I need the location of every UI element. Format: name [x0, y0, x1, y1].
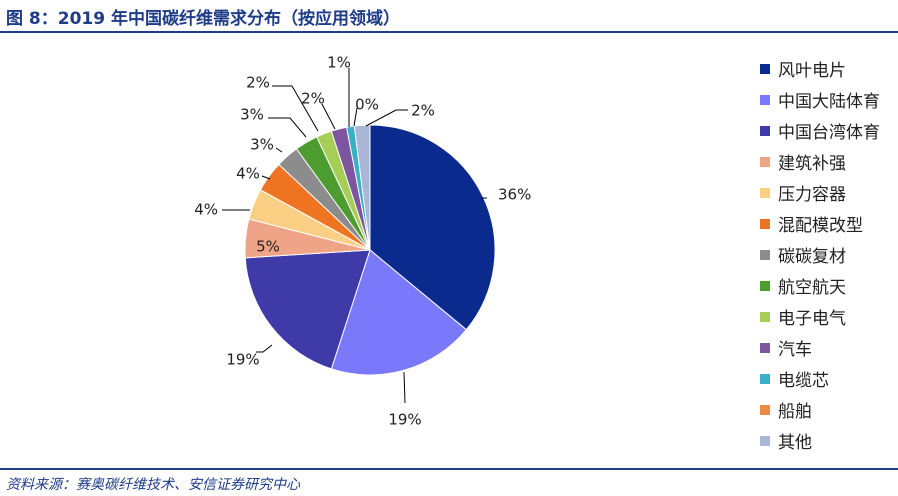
legend-swatch [760, 435, 770, 446]
legend-swatch [760, 404, 770, 415]
legend-label: 混配模改型 [778, 216, 863, 236]
data-label: 19% [226, 351, 259, 369]
legend-item: 碳碳复材 [760, 239, 880, 270]
legend-swatch [760, 94, 770, 105]
pie-slice [244, 249, 371, 370]
legend-swatch [760, 218, 770, 229]
legend-item: 混配模改型 [760, 208, 880, 239]
legend-label: 建筑补强 [778, 154, 846, 174]
leader-line [256, 344, 273, 353]
data-label: 2% [301, 90, 325, 108]
legend-item: 航空航天 [760, 270, 880, 301]
data-label: 36% [498, 186, 531, 204]
leader-line [321, 103, 336, 130]
legend-item: 中国大陆体育 [760, 84, 880, 115]
legend-label: 船舶 [778, 402, 812, 422]
legend-label: 中国大陆体育 [778, 92, 880, 112]
legend-label: 汽车 [778, 340, 812, 360]
legend-swatch [760, 311, 770, 322]
legend-label: 风叶电片 [778, 61, 846, 81]
data-label: 4% [194, 201, 218, 219]
leader-line [353, 107, 358, 127]
legend-item: 汽车 [760, 332, 880, 363]
legend-swatch [760, 342, 770, 353]
leader-line [261, 175, 271, 180]
legend-label: 压力容器 [778, 185, 846, 205]
legend-swatch [760, 280, 770, 291]
data-label: 2% [246, 74, 270, 92]
leader-line [272, 85, 319, 132]
legend-label: 碳碳复材 [778, 247, 846, 267]
leader-line [268, 117, 307, 138]
pie-slices [244, 124, 496, 376]
leader-line [365, 109, 408, 127]
title-divider [0, 31, 898, 33]
legend-swatch [760, 187, 770, 198]
data-label: 2% [411, 102, 435, 120]
legend-swatch [760, 156, 770, 167]
figure-title: 图 8：2019 年中国碳纤维需求分布（按应用领域） [6, 9, 400, 29]
legend-item: 中国台湾体育 [760, 115, 880, 146]
legend-item: 电子电气 [760, 301, 880, 332]
legend-label: 电缆芯 [778, 371, 829, 391]
legend-item: 其他 [760, 425, 880, 456]
data-labels: 36%19%19%5%4%4%3%3%2%2%1%0% 2% [194, 54, 531, 429]
leader-lines [222, 68, 487, 404]
chart-legend: 风叶电片中国大陆体育 中国台湾体育 建筑补强压力容器混配模改型碳碳复材航空航天电子电… [760, 53, 880, 456]
leader-line [403, 371, 406, 404]
pie-slice [369, 124, 496, 331]
data-label: 3% [240, 106, 264, 124]
legend-swatch [760, 63, 770, 74]
legend-label: 航空航天 [778, 278, 846, 298]
data-label: 3% [250, 136, 274, 154]
legend-swatch [760, 125, 770, 136]
legend-label: 其他 [778, 433, 812, 453]
legend-item: 压力容器 [760, 177, 880, 208]
legend-item: 电缆芯 [760, 363, 880, 394]
source-note: 资料来源：赛奥碳纤维技术、安信证券研究中心 [6, 477, 300, 493]
leader-line [275, 147, 283, 153]
data-label: 19% [388, 411, 421, 429]
data-label: 0% [355, 96, 379, 114]
legend-item: 建筑补强 [760, 146, 880, 177]
legend-swatch [760, 249, 770, 260]
legend-swatch [760, 373, 770, 384]
legend-item: 船舶 [760, 394, 880, 425]
legend-label: 电子电气 [778, 309, 846, 329]
data-label: 5% [256, 238, 280, 256]
pie-slice [330, 249, 468, 376]
data-label: 1% [327, 54, 351, 72]
data-label: 4% [236, 165, 260, 183]
source-divider [0, 468, 898, 470]
legend-label: 中国台湾体育 [778, 123, 880, 143]
legend-item: 风叶电片 [760, 53, 880, 84]
